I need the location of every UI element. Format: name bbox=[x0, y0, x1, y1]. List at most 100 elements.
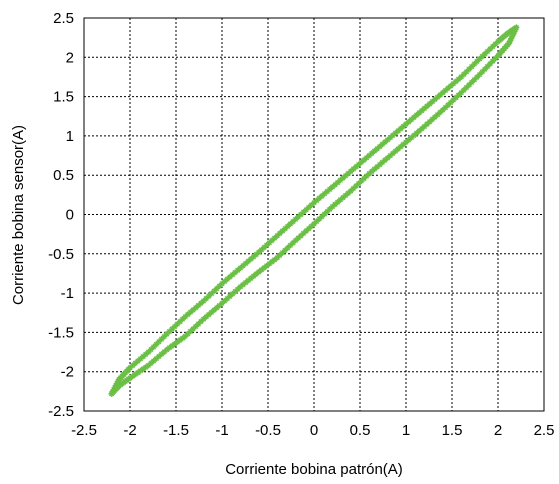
data-point bbox=[437, 91, 444, 98]
data-point bbox=[311, 220, 317, 227]
data-point bbox=[507, 37, 514, 44]
data-point bbox=[487, 45, 494, 52]
data-point bbox=[471, 61, 478, 68]
data-point bbox=[421, 123, 428, 130]
data-point bbox=[205, 293, 212, 300]
data-point bbox=[287, 220, 294, 227]
data-point bbox=[403, 121, 409, 128]
data-point bbox=[405, 118, 412, 125]
y-tick-label: 1 bbox=[66, 128, 74, 145]
data-point bbox=[308, 202, 315, 209]
data-point bbox=[353, 182, 360, 189]
y-tick-label: -1 bbox=[61, 285, 74, 302]
data-point bbox=[473, 58, 480, 65]
data-point bbox=[366, 170, 373, 177]
data-point bbox=[229, 290, 236, 297]
data-point bbox=[489, 58, 496, 65]
data-point bbox=[468, 63, 475, 70]
y-tick-label: 0.5 bbox=[53, 167, 74, 184]
data-point bbox=[381, 139, 388, 146]
data-point bbox=[445, 102, 452, 109]
data-point bbox=[405, 136, 412, 143]
data-point bbox=[513, 24, 520, 31]
data-point bbox=[274, 232, 281, 239]
series-markers bbox=[108, 24, 520, 397]
data-point bbox=[292, 237, 299, 244]
data-point bbox=[182, 333, 189, 340]
data-point bbox=[479, 68, 486, 75]
data-point bbox=[200, 297, 207, 304]
data-point bbox=[311, 199, 317, 206]
data-point bbox=[169, 326, 176, 333]
data-point bbox=[266, 260, 273, 267]
data-point bbox=[334, 179, 341, 186]
data-point bbox=[174, 339, 181, 346]
data-point bbox=[148, 346, 155, 353]
data-point bbox=[161, 348, 168, 355]
data-point bbox=[305, 204, 312, 211]
data-point bbox=[176, 318, 183, 325]
data-point bbox=[155, 353, 162, 360]
data-point bbox=[184, 330, 191, 337]
data-point bbox=[313, 197, 320, 204]
data-point bbox=[145, 362, 152, 369]
data-point bbox=[447, 82, 454, 89]
data-point bbox=[253, 251, 260, 258]
data-point bbox=[326, 206, 333, 213]
series-layer bbox=[108, 24, 520, 397]
data-point bbox=[460, 87, 467, 94]
data-point bbox=[384, 136, 391, 143]
data-point bbox=[148, 360, 155, 367]
data-point bbox=[192, 323, 199, 330]
data-point bbox=[358, 178, 365, 185]
data-point bbox=[184, 311, 191, 318]
data-point bbox=[292, 216, 299, 223]
data-point bbox=[463, 84, 470, 91]
data-point bbox=[179, 335, 186, 342]
data-point bbox=[145, 349, 152, 356]
data-point bbox=[416, 127, 423, 134]
plot-border bbox=[83, 17, 545, 412]
data-point bbox=[163, 346, 170, 353]
y-axis-title: Corriente bobina sensor(A) bbox=[10, 125, 27, 305]
data-point bbox=[213, 285, 220, 292]
y-tick-label: -2.5 bbox=[48, 403, 74, 420]
y-tick-label: 2.5 bbox=[53, 10, 74, 27]
data-point bbox=[284, 244, 291, 251]
data-point bbox=[245, 258, 252, 265]
data-point bbox=[308, 223, 315, 230]
data-point bbox=[332, 201, 339, 208]
data-point bbox=[203, 313, 210, 320]
data-point bbox=[392, 130, 399, 137]
data-point bbox=[158, 351, 165, 358]
x-tick-label: -2 bbox=[123, 422, 136, 439]
data-point bbox=[216, 302, 223, 309]
data-point bbox=[261, 264, 268, 271]
data-point bbox=[279, 249, 286, 256]
data-point bbox=[363, 154, 370, 161]
data-point bbox=[463, 68, 470, 75]
data-point bbox=[303, 206, 310, 213]
data-point bbox=[153, 341, 160, 348]
y-tick-label: 1.5 bbox=[53, 89, 74, 106]
data-point bbox=[134, 358, 141, 365]
data-point bbox=[392, 148, 399, 155]
data-point bbox=[155, 338, 162, 345]
data-point bbox=[445, 85, 452, 92]
data-point bbox=[403, 139, 409, 146]
data-point bbox=[468, 79, 475, 86]
data-point bbox=[466, 81, 473, 88]
data-point bbox=[166, 344, 173, 351]
data-point bbox=[324, 208, 331, 215]
data-point bbox=[447, 99, 454, 106]
data-point bbox=[350, 166, 357, 173]
data-point bbox=[255, 268, 262, 275]
data-point bbox=[134, 369, 141, 376]
data-point bbox=[342, 172, 349, 179]
data-point bbox=[200, 316, 207, 323]
data-point bbox=[413, 130, 420, 137]
data-point bbox=[182, 313, 189, 320]
data-point bbox=[150, 343, 157, 350]
data-point bbox=[347, 187, 354, 194]
data-point bbox=[213, 304, 220, 311]
